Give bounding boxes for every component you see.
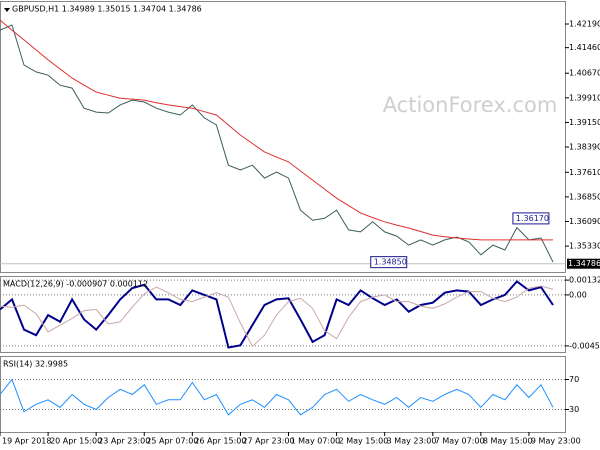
y-tick-label: 1.36090 <box>569 217 600 226</box>
x-tick-label: 23 Apr 23:00 <box>98 437 150 446</box>
y-tick-label: -0.004553 <box>569 341 600 350</box>
y-tick-label: 0.00 <box>569 290 587 299</box>
panel-frame <box>0 276 566 353</box>
x-tick-label: 7 May 07:00 <box>435 437 485 446</box>
x-tick-label: 9 May 23:00 <box>531 437 581 446</box>
x-tick-label: 2 May 15:00 <box>339 437 389 446</box>
series-line <box>0 19 553 241</box>
x-tick-label: 1 May 07:00 <box>291 437 341 446</box>
price-annotation: 1.36170 <box>516 214 549 223</box>
y-tick-label: 1.38390 <box>569 143 600 152</box>
x-tick-label: 3 May 23:00 <box>387 437 437 446</box>
x-tick-label: 27 Apr 23:00 <box>242 437 294 446</box>
price-annotation-box <box>512 212 550 225</box>
y-tick-label: 1.36850 <box>569 192 600 201</box>
panel-title: GBPUSD,H1 1.34989 1.35015 1.34704 1.3478… <box>12 5 202 14</box>
x-tick-label: 25 Apr 07:00 <box>146 437 198 446</box>
y-tick-label: 1.42190 <box>569 20 600 29</box>
y-tick-label: 1.35330 <box>569 242 600 251</box>
watermark: ActionForex.com <box>383 93 558 117</box>
y-tick-label: 1.40670 <box>569 69 600 78</box>
menu-arrow <box>4 8 10 12</box>
x-tick-label: 19 Apr 2018 <box>2 437 51 446</box>
y-tick-label: 1.39150 <box>569 118 600 127</box>
last-price-box <box>567 258 600 269</box>
x-tick-label: 26 Apr 15:00 <box>194 437 246 446</box>
series-line <box>0 280 554 349</box>
panel-frame <box>0 1 566 273</box>
y-tick-label: 70 <box>569 375 579 384</box>
y-tick-label: 1.37610 <box>569 168 600 177</box>
y-tick-label: 1.39910 <box>569 93 600 102</box>
panel-title: MACD(12,26,9) -0.000907 0.000112 <box>3 280 148 289</box>
panel-title: RSI(14) 32.9985 <box>3 360 68 369</box>
y-tick-label: 30 <box>569 405 579 414</box>
x-tick-label: 8 May 15:00 <box>483 437 533 446</box>
last-price-label: 1.34786 <box>568 259 600 268</box>
price-annotation: 1.34850 <box>374 258 407 267</box>
y-tick-label: 1.41460 <box>569 43 600 52</box>
series-line <box>0 378 554 416</box>
series-line <box>0 285 554 348</box>
price-annotation-box <box>370 256 408 269</box>
x-tick-label: 20 Apr 15:00 <box>50 437 102 446</box>
y-tick-label: 0.0013224 <box>569 276 600 285</box>
